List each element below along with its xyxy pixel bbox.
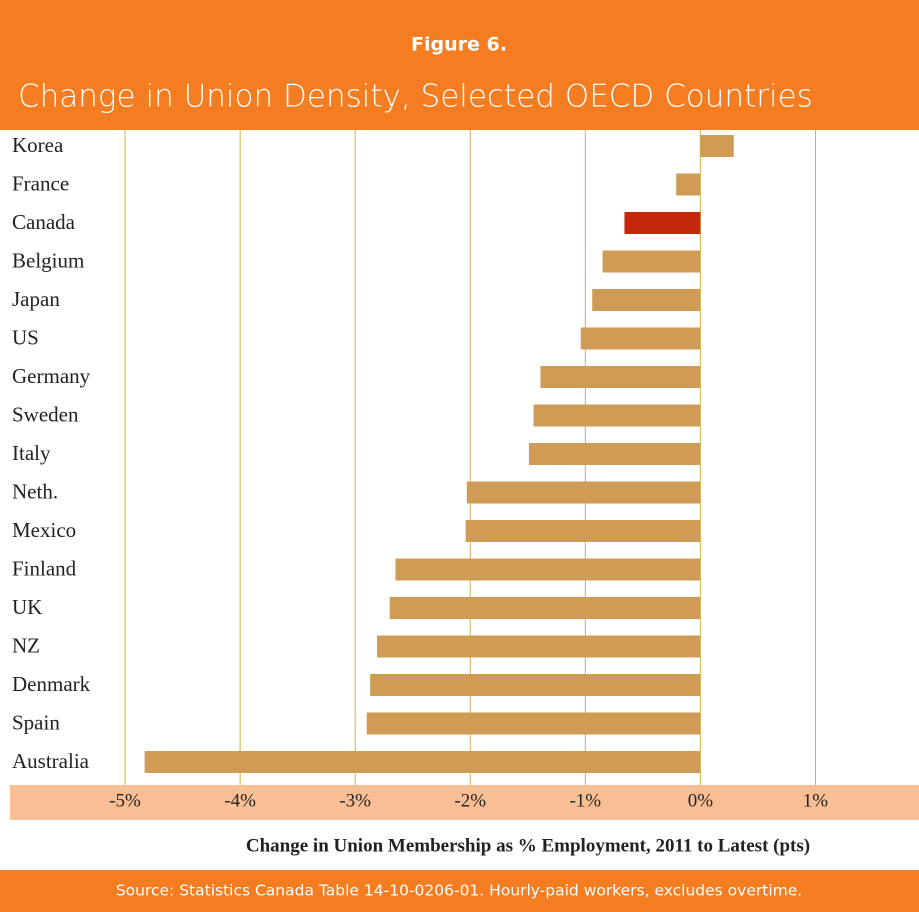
y-tick-label: Spain — [12, 710, 60, 734]
bar — [528, 443, 701, 465]
axis-band — [10, 785, 919, 820]
footer-band — [0, 870, 919, 912]
y-tick-label: NZ — [12, 633, 40, 657]
y-tick-label: Korea — [12, 133, 64, 157]
bar — [580, 327, 701, 350]
y-tick-label: Canada — [12, 210, 76, 234]
y-tick-label: Italy — [12, 441, 51, 465]
x-tick-label: -1% — [569, 790, 601, 811]
y-tick-label: Neth. — [12, 479, 58, 503]
y-tick-label: Australia — [12, 749, 90, 773]
bar — [389, 597, 701, 619]
header-band — [0, 0, 919, 130]
bar — [624, 212, 701, 234]
bar — [676, 173, 701, 196]
x-tick-label: 1% — [803, 790, 829, 811]
y-tick-label: Germany — [12, 364, 91, 388]
bar — [533, 404, 701, 427]
source-note: Source: Statistics Canada Table 14-10-02… — [116, 882, 802, 900]
bar — [465, 520, 701, 542]
x-tick-label: -3% — [339, 790, 371, 811]
y-tick-label: Mexico — [12, 518, 76, 542]
bar — [700, 135, 734, 157]
figure-label: Figure 6. — [411, 34, 507, 56]
bar — [602, 250, 701, 273]
bar — [395, 558, 701, 581]
y-tick-label: Finland — [12, 556, 77, 580]
x-tick-label: -2% — [454, 790, 486, 811]
y-tick-label: Belgium — [12, 248, 84, 272]
bar — [377, 635, 701, 658]
y-tick-label: Sweden — [12, 402, 79, 426]
bar — [144, 751, 701, 773]
bar — [366, 712, 701, 735]
x-tick-label: -5% — [109, 790, 141, 811]
bar — [466, 481, 701, 504]
x-tick-label: -4% — [224, 790, 256, 811]
chart-title: Change in Union Density, Selected OECD C… — [18, 79, 813, 115]
y-tick-label: UK — [12, 595, 42, 619]
y-tick-label: Japan — [12, 287, 60, 311]
y-tick-label: Denmark — [12, 672, 91, 696]
y-tick-label: US — [12, 325, 39, 349]
y-tick-label: France — [12, 171, 69, 195]
x-tick-label: 0% — [688, 790, 714, 811]
bar — [540, 366, 701, 388]
bar — [370, 674, 701, 696]
x-axis-title: Change in Union Membership as % Employme… — [246, 835, 810, 856]
bar — [592, 289, 701, 311]
